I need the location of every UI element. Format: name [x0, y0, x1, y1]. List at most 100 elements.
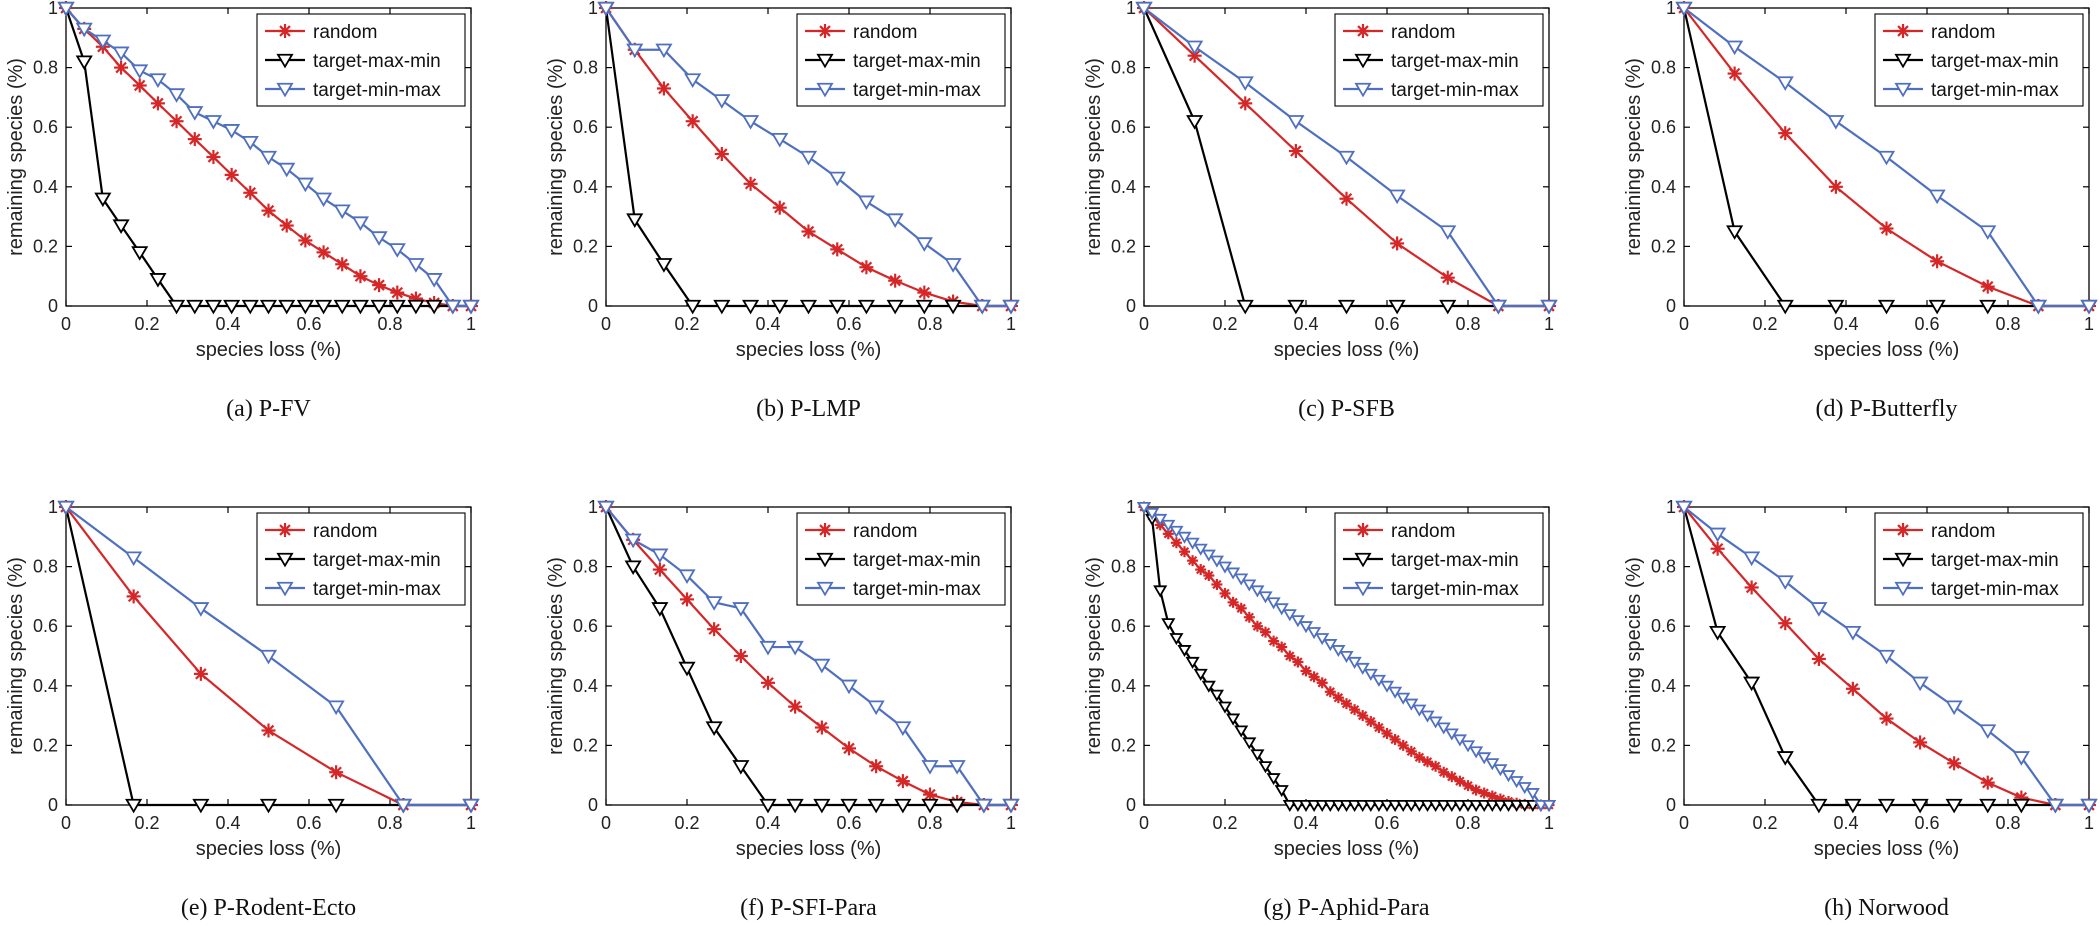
data-point [75, 22, 93, 38]
data-point [652, 562, 667, 577]
x-tick-label: 1 [2084, 314, 2094, 334]
data-point [112, 219, 130, 234]
legend-label: target-max-min [853, 51, 981, 72]
data-point [1469, 799, 1484, 813]
legend-item: target-min-max [805, 579, 981, 600]
data-point [407, 299, 425, 315]
y-tick-label: 0.4 [1651, 177, 1676, 197]
data-point [1136, 501, 1152, 515]
data-point [261, 723, 276, 738]
data-point [462, 798, 480, 814]
data-point [407, 258, 425, 273]
data-point [1161, 618, 1176, 631]
y-tick-label: 0 [1126, 795, 1136, 815]
legend-label: target-min-max [1391, 579, 1519, 600]
x-tick-label: 1 [1006, 314, 1016, 334]
data-point [241, 299, 259, 315]
data-point [705, 721, 723, 736]
legend-marker [816, 82, 834, 98]
legend-marker [278, 24, 292, 38]
x-tick-label: 0 [61, 314, 71, 334]
data-point [786, 798, 804, 814]
data-point [894, 721, 912, 736]
data-point [1485, 799, 1500, 813]
data-point [1234, 573, 1249, 586]
data-point [259, 798, 278, 814]
data-point [1388, 799, 1403, 813]
data-point [132, 78, 147, 93]
data-point [1436, 722, 1451, 735]
data-point [1454, 775, 1466, 787]
legend-marker [1896, 523, 1910, 537]
data-point [1381, 727, 1393, 739]
legend-marker [1894, 53, 1912, 69]
legend-label: random [313, 521, 377, 542]
legend: random target-max-min target-min-max [1874, 13, 2084, 107]
data-point [186, 106, 204, 121]
legend-label: random [313, 22, 377, 43]
data-point [167, 88, 186, 103]
data-point [1169, 525, 1184, 538]
y-tick-label: 0.4 [1651, 676, 1676, 696]
data-point [57, 1, 75, 17]
data-point [1217, 561, 1233, 574]
data-point [1274, 785, 1289, 798]
data-point [626, 43, 644, 59]
x-tick-label: 0.4 [1833, 314, 1858, 334]
x-tick-label: 0.4 [215, 813, 240, 833]
data-point [149, 273, 167, 288]
data-point [333, 204, 351, 220]
data-point [1365, 716, 1377, 728]
data-point [1388, 686, 1403, 699]
legend-label: target-max-min [1931, 51, 2059, 72]
data-point [1726, 225, 1744, 240]
data-point [1477, 752, 1492, 765]
data-point [1877, 649, 1896, 665]
y-tick-label: 0.8 [33, 557, 58, 577]
data-point [94, 34, 112, 50]
data-point [886, 299, 904, 315]
data-point [651, 548, 669, 564]
data-point [1845, 681, 1860, 696]
panel-caption: (d) P-Butterfly [1816, 396, 1958, 422]
data-point [425, 299, 443, 315]
data-point [1428, 716, 1443, 729]
data-point [370, 231, 388, 246]
data-point [1002, 798, 1020, 814]
data-point [761, 675, 775, 690]
data-point [1517, 799, 1532, 813]
data-point [651, 602, 669, 617]
data-point [167, 299, 186, 315]
data-point [1477, 799, 1492, 813]
legend-marker [1354, 581, 1372, 597]
y-axis-label: remaining species (%) [545, 557, 567, 755]
data-point [351, 299, 370, 315]
x-tick-label: 0.2 [1212, 813, 1237, 833]
legend-item: target-min-max [1883, 80, 2059, 101]
legend-marker [1354, 82, 1372, 98]
legend-label: target-max-min [853, 550, 981, 571]
y-tick-label: 0.6 [1651, 616, 1676, 636]
data-point [1363, 799, 1378, 813]
data-point [1778, 616, 1793, 631]
data-point [192, 602, 210, 617]
data-point [1709, 626, 1727, 641]
x-tick-label: 1 [1544, 813, 1554, 833]
data-point [1339, 650, 1354, 664]
y-tick-label: 0.8 [1651, 557, 1676, 577]
data-point [1170, 537, 1182, 549]
data-point [1945, 798, 1963, 814]
data-point [1250, 749, 1265, 762]
data-point [353, 269, 368, 284]
data-point [1980, 775, 1995, 790]
data-point [1357, 710, 1369, 722]
data-point [1209, 689, 1224, 702]
panel-caption: (f) P-SFI-Para [740, 895, 877, 921]
data-point [278, 162, 296, 178]
data-point [1810, 798, 1828, 814]
data-point [335, 257, 350, 272]
data-point [1363, 668, 1378, 681]
data-point [444, 299, 462, 315]
legend: random target-max-min target-min-max [256, 13, 466, 107]
